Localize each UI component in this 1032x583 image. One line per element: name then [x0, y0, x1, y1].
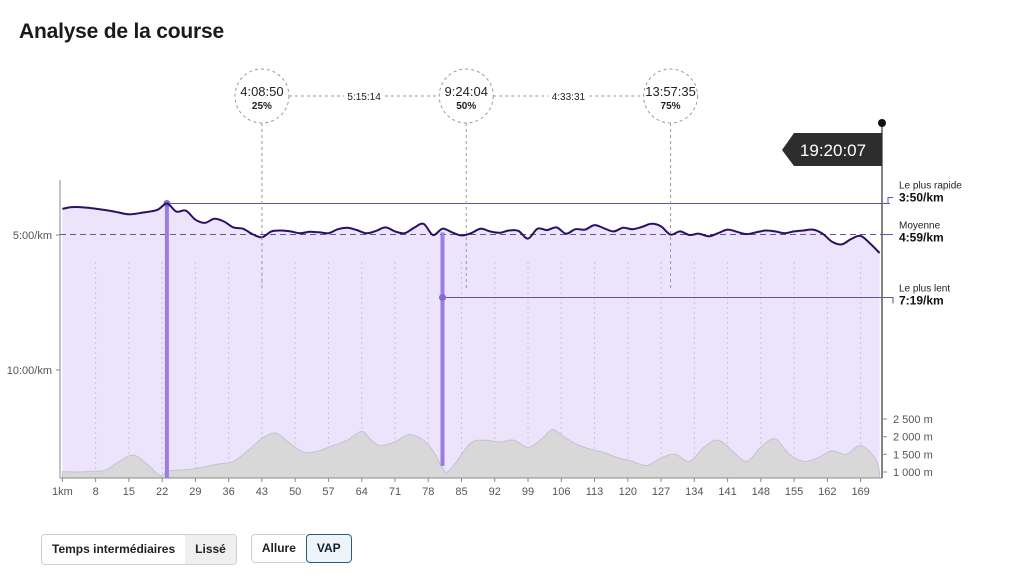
x-tick-label: 169 — [851, 486, 869, 498]
x-tick-label: 22 — [156, 486, 168, 498]
elevation-tick-label: 2 500 m — [893, 414, 933, 426]
x-tick-label: 148 — [752, 486, 770, 498]
checkpoint-time: 13:57:35 — [645, 84, 696, 99]
finish-time: 19:20:07 — [800, 141, 866, 160]
finish-dot — [878, 119, 886, 127]
x-tick-label: 15 — [123, 486, 135, 498]
view-toggle-group: Temps intermédiaires Lissé — [41, 534, 237, 565]
elevation-area — [61, 429, 881, 479]
slowest-leader — [882, 297, 894, 304]
fastest-value: 3:50/km — [899, 191, 944, 205]
pace-button[interactable]: Allure — [250, 534, 306, 563]
chart-controls: Temps intermédiaires Lissé Allure VAP — [41, 534, 352, 565]
elevation-tick-label: 1 000 m — [893, 467, 933, 479]
average-label: Moyenne — [899, 221, 941, 232]
x-tick-label: 29 — [189, 486, 201, 498]
x-tick-label: 155 — [785, 486, 803, 498]
gap-button[interactable]: VAP — [305, 534, 352, 563]
segment-time-bg — [548, 89, 589, 102]
smoothed-button[interactable]: Lissé — [185, 535, 236, 564]
x-tick-label: 50 — [289, 486, 301, 498]
pace-area-fill — [62, 203, 880, 478]
checkpoint-circle — [234, 68, 290, 124]
x-tick-label: 92 — [489, 486, 501, 498]
elevation-tick-label: 1 500 m — [893, 449, 933, 461]
x-tick-label: 36 — [223, 486, 235, 498]
x-tick-label: 57 — [322, 486, 334, 498]
x-tick-label: 127 — [652, 486, 670, 498]
slowest-label: Le plus lent — [899, 284, 950, 295]
split-times-button[interactable]: Temps intermédiaires — [42, 535, 186, 564]
x-tick-label: 162 — [818, 486, 836, 498]
checkpoint-percent: 25% — [252, 101, 272, 112]
average-value: 4:59/km — [899, 231, 944, 245]
pace-tick-label: 5:00/km — [13, 230, 52, 242]
x-tick-label: 134 — [685, 486, 703, 498]
fastest-leader — [882, 197, 893, 204]
x-tick-label: 120 — [619, 486, 637, 498]
x-tick-label: 99 — [522, 486, 534, 498]
checkpoint-time: 4:08:50 — [240, 84, 283, 99]
segment-time: 4:33:31 — [552, 92, 586, 103]
x-tick-label: 141 — [718, 486, 736, 498]
metric-toggle-group: Allure VAP — [250, 534, 352, 563]
page-title: Analyse de la course — [19, 20, 224, 43]
segment-time: 5:15:14 — [347, 92, 381, 103]
checkpoint-time: 9:24:04 — [445, 84, 488, 99]
segment-time-bg — [344, 89, 385, 102]
x-tick-label: 85 — [455, 486, 467, 498]
x-tick-label: 1km — [52, 486, 73, 498]
checkpoint-circle — [643, 68, 699, 124]
x-tick-label: 43 — [256, 486, 268, 498]
x-tick-label: 64 — [356, 486, 368, 498]
x-tick-label: 78 — [422, 486, 434, 498]
slowest-value: 7:19/km — [899, 294, 944, 308]
elevation-tick-label: 2 000 m — [893, 432, 933, 444]
x-tick-label: 71 — [389, 486, 401, 498]
fastest-label: Le plus rapide — [899, 181, 962, 192]
pace-line — [62, 202, 881, 254]
checkpoint-percent: 50% — [456, 101, 476, 112]
finish-flag — [782, 133, 882, 166]
x-tick-label: 8 — [93, 486, 99, 498]
x-tick-label: 106 — [552, 486, 570, 498]
pace-tick-label: 10:00/km — [7, 365, 52, 377]
x-tick-label: 113 — [586, 486, 604, 498]
checkpoint-percent: 75% — [661, 101, 681, 112]
slowest-point — [438, 294, 446, 302]
checkpoint-circle — [438, 68, 494, 124]
